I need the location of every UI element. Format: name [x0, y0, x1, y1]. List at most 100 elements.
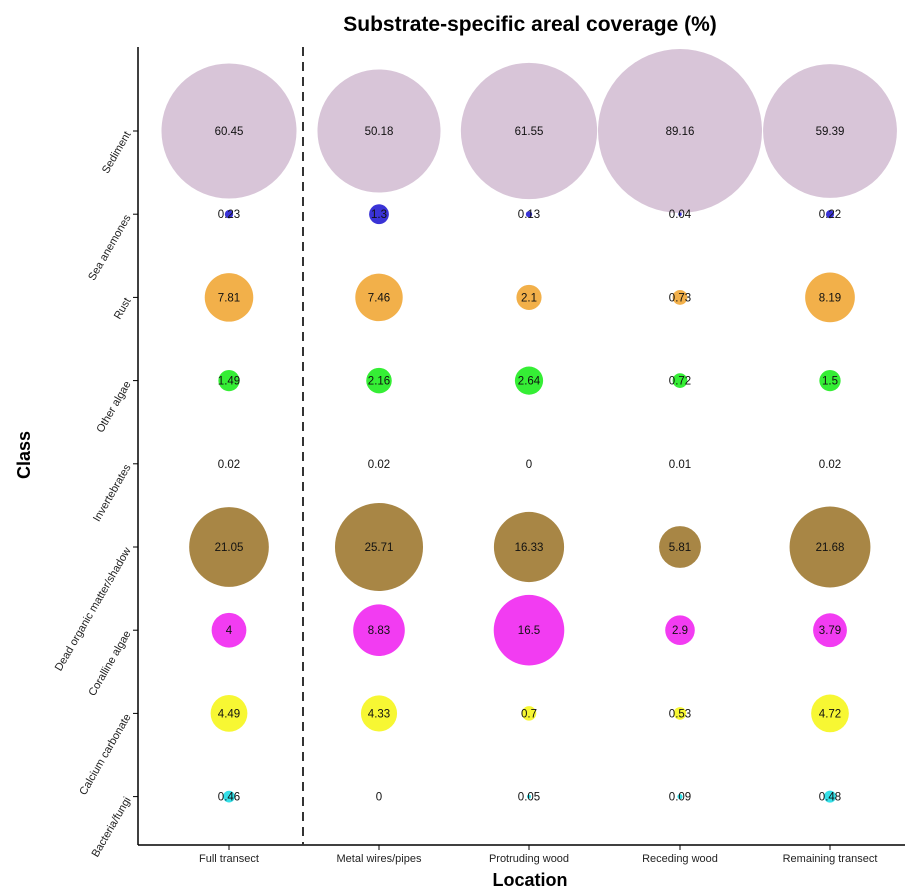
- bubble-invertebrates-metal-wires-pipes: [377, 462, 381, 466]
- data-label-invertebrates-remaining-transect: 0.02: [819, 459, 841, 471]
- bubble-sediment-protruding-wood: [460, 62, 598, 200]
- y-tick-label-rust: Rust: [112, 296, 134, 322]
- bubble-invertebrates-remaining-transect: [828, 462, 832, 466]
- data-label-sea-anemones-remaining-transect: 0.22: [819, 209, 841, 221]
- data-label-coralline-algae-full-transect: 4: [226, 625, 233, 637]
- bubble-rust-metal-wires-pipes: [355, 273, 403, 322]
- data-label-coralline-algae-remaining-transect: 3.79: [819, 625, 841, 637]
- data-label-calcium-carbonate-remaining-transect: 4.72: [819, 708, 841, 720]
- data-label-bacteria-fungi-protruding-wood: 0.05: [518, 792, 540, 804]
- bubble-bacteria-fungi-protruding-wood: [527, 794, 531, 799]
- bubble-dead-organic-matter-shadow-full-transect: [189, 507, 269, 587]
- data-label-rust-remaining-transect: 8.19: [819, 292, 841, 304]
- bubble-calcium-carbonate-protruding-wood: [521, 706, 537, 721]
- bubble-calcium-carbonate-remaining-transect: [811, 694, 849, 733]
- x-tick-label-protruding-wood: Protruding wood: [489, 853, 569, 865]
- data-label-sediment-metal-wires-pipes: 50.18: [365, 126, 394, 138]
- data-label-rust-protruding-wood: 2.1: [521, 292, 537, 304]
- data-label-other-algae-full-transect: 1.49: [218, 376, 240, 388]
- y-tick-label-sediment: Sediment: [100, 130, 134, 176]
- data-label-other-algae-receding-wood: 0.72: [669, 376, 691, 388]
- data-label-sediment-remaining-transect: 59.39: [816, 126, 845, 138]
- bubble-coralline-algae-receding-wood: [665, 615, 695, 645]
- chart-title: Substrate-specific areal coverage (%): [343, 13, 717, 36]
- data-label-invertebrates-full-transect: 0.02: [218, 459, 240, 471]
- bubble-coralline-algae-protruding-wood: [493, 594, 565, 666]
- data-label-bacteria-fungi-metal-wires-pipes: 0: [376, 792, 382, 804]
- y-tick-label-calcium-carbonate: Calcium carbonate: [77, 712, 133, 797]
- data-label-coralline-algae-receding-wood: 2.9: [672, 625, 688, 637]
- data-label-rust-receding-wood: 0.73: [669, 292, 691, 304]
- data-label-sea-anemones-protruding-wood: 0.13: [518, 209, 540, 221]
- data-label-other-algae-metal-wires-pipes: 2.16: [368, 376, 390, 388]
- data-label-other-algae-remaining-transect: 1.5: [822, 376, 838, 388]
- data-label-dead-organic-matter-shadow-full-transect: 21.05: [215, 542, 244, 554]
- data-label-rust-metal-wires-pipes: 7.46: [368, 292, 390, 304]
- x-axis-ticks: Full transect Metal wires/pipes Protruding…: [199, 845, 877, 865]
- bubble-invertebrates-receding-wood: [679, 462, 681, 465]
- bubble-calcium-carbonate-receding-wood: [673, 707, 687, 720]
- bubble-sea-anemones-remaining-transect: [825, 210, 835, 219]
- y-tick-label-coralline-algae: Coralline algae: [87, 629, 134, 699]
- bubble-invertebrates-full-transect: [227, 462, 231, 466]
- bubble-sea-anemones-protruding-wood: [525, 211, 533, 218]
- data-label-sea-anemones-receding-wood: 0.04: [669, 209, 692, 221]
- bubble-other-algae-receding-wood: [672, 373, 688, 388]
- bubble-calcium-carbonate-full-transect: [210, 695, 248, 732]
- data-label-invertebrates-receding-wood: 0.01: [669, 459, 691, 471]
- x-tick-label-metal-wires-pipes: Metal wires/pipes: [337, 853, 422, 865]
- data-label-dead-organic-matter-shadow-metal-wires-pipes: 25.71: [365, 542, 394, 554]
- bubble-bacteria-fungi-receding-wood: [677, 793, 683, 800]
- data-label-calcium-carbonate-protruding-wood: 0.7: [521, 708, 537, 720]
- x-tick-label-full-transect: Full transect: [199, 853, 259, 865]
- data-label-calcium-carbonate-receding-wood: 0.53: [669, 708, 691, 720]
- bubble-dead-organic-matter-shadow-protruding-wood: [493, 511, 565, 583]
- bubble-rust-remaining-transect: [805, 272, 855, 323]
- plot-area: 60.45 50.18 61.55 89.16 59.39 0.23 1.3 0.13 0.04…: [161, 49, 897, 804]
- data-label-other-algae-protruding-wood: 2.64: [518, 376, 541, 388]
- data-label-invertebrates-metal-wires-pipes: 0.02: [368, 459, 390, 471]
- y-tick-label-bacteria-fungi: Bacteria/fungi: [90, 795, 134, 859]
- data-label-sediment-receding-wood: 89.16: [666, 126, 695, 138]
- bubble-other-algae-remaining-transect: [819, 369, 841, 392]
- bubble-sea-anemones-full-transect: [224, 210, 234, 219]
- data-label-dead-organic-matter-shadow-receding-wood: 5.81: [669, 542, 691, 554]
- bubble-coralline-algae-full-transect: [211, 612, 247, 648]
- data-label-calcium-carbonate-full-transect: 4.49: [218, 708, 240, 720]
- y-axis-ticks: Sediment Sea anemones Rust Other algae Inver…: [53, 130, 138, 859]
- data-label-bacteria-fungi-remaining-transect: 0.48: [819, 792, 841, 804]
- data-label-invertebrates-protruding-wood: 0: [526, 459, 532, 471]
- bubble-other-algae-protruding-wood: [514, 366, 544, 395]
- data-label-sediment-full-transect: 60.45: [215, 126, 244, 138]
- bubble-dead-organic-matter-shadow-metal-wires-pipes: [334, 502, 424, 592]
- data-label-bacteria-fungi-receding-wood: 0.09: [669, 792, 691, 804]
- bubble-calcium-carbonate-metal-wires-pipes: [360, 695, 398, 732]
- y-tick-label-sea-anemones: Sea anemones: [86, 212, 134, 283]
- data-label-dead-organic-matter-shadow-protruding-wood: 16.33: [515, 542, 544, 554]
- x-tick-label-receding-wood: Receding wood: [642, 853, 718, 865]
- data-label-calcium-carbonate-metal-wires-pipes: 4.33: [368, 708, 390, 720]
- bubble-coralline-algae-remaining-transect: [813, 613, 847, 648]
- data-label-rust-full-transect: 7.81: [218, 292, 240, 304]
- y-axis-title: Class: [14, 431, 34, 479]
- bubble-sea-anemones-metal-wires-pipes: [369, 204, 389, 225]
- bubble-sediment-remaining-transect: [763, 64, 897, 198]
- data-label-sea-anemones-metal-wires-pipes: 1.3: [371, 209, 387, 221]
- x-axis-title: Location: [493, 870, 568, 890]
- data-label-sea-anemones-full-transect: 0.23: [218, 209, 240, 221]
- data-label-sediment-protruding-wood: 61.55: [515, 126, 544, 138]
- data-label-bacteria-fungi-full-transect: 0.46: [218, 792, 240, 804]
- bubble-rust-protruding-wood: [516, 284, 542, 310]
- bubble-bacteria-fungi-remaining-transect: [823, 790, 837, 803]
- bubble-sediment-metal-wires-pipes: [317, 69, 441, 193]
- bubble-bacteria-fungi-full-transect: [223, 790, 235, 803]
- bubble-rust-receding-wood: [672, 289, 688, 305]
- bubble-sea-anemones-receding-wood: [678, 212, 682, 216]
- bubble-other-algae-full-transect: [218, 370, 240, 392]
- data-label-coralline-algae-metal-wires-pipes: 8.83: [368, 625, 390, 637]
- x-tick-label-remaining-transect: Remaining transect: [783, 853, 878, 865]
- data-label-dead-organic-matter-shadow-remaining-transect: 21.68: [816, 542, 845, 554]
- bubble-sediment-full-transect: [161, 63, 297, 199]
